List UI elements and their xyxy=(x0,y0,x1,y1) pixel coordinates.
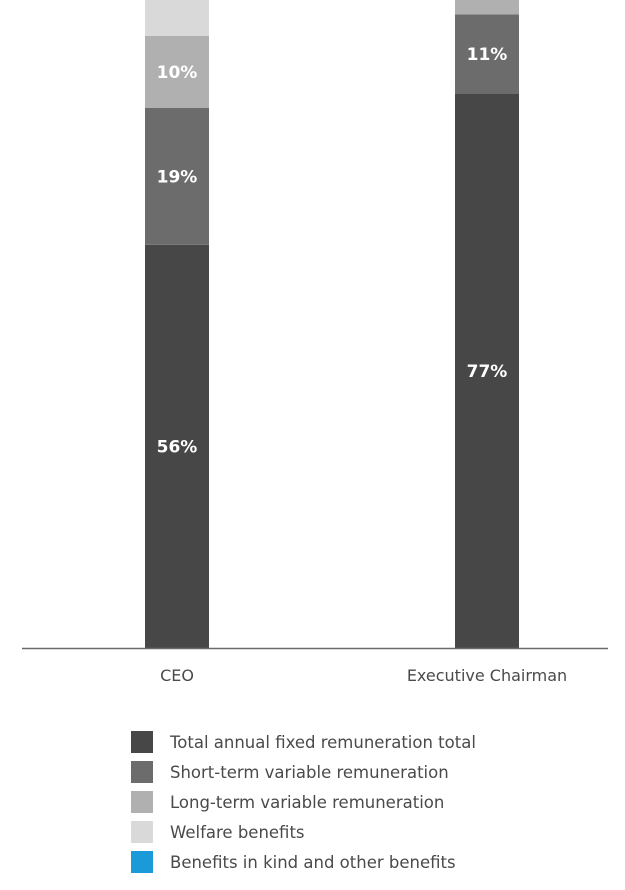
bar-segment-ceo-total-annual-fixed-remuneration-total xyxy=(145,244,209,649)
data-label-ceo-total-annual-fixed-remuneration-total: 56% xyxy=(157,437,198,457)
legend-label-short-term-variable-remuneration: Short-term variable remuneration xyxy=(170,763,449,782)
bar-segment-executive-chairman-total-annual-fixed-remuneration-total xyxy=(455,93,519,649)
legend-swatch-short-term-variable-remuneration xyxy=(131,761,153,783)
category-labels-group: CEO Executive Chairman xyxy=(160,666,567,685)
legend-label-total-annual-fixed-remuneration-total: Total annual fixed remuneration total xyxy=(169,733,476,752)
segment-labels-group: 56%19%10%13%2%77%11%6%6% xyxy=(157,0,508,457)
data-label-executive-chairman-short-term-variable-remuneration: 11% xyxy=(467,45,508,65)
bar-segment-ceo-short-term-variable-remuneration xyxy=(145,108,209,245)
bar-segment-ceo-long-term-variable-remuneration xyxy=(145,36,209,108)
legend-label-long-term-variable-remuneration: Long-term variable remuneration xyxy=(170,793,444,812)
legend-swatch-welfare-benefits xyxy=(131,821,153,843)
bar-segment-executive-chairman-long-term-variable-remuneration xyxy=(455,0,519,15)
category-label-executive-chairman: Executive Chairman xyxy=(407,666,567,685)
legend: Total annual fixed remuneration total Sho… xyxy=(131,731,476,873)
bars-group xyxy=(145,0,519,649)
data-label-ceo-long-term-variable-remuneration: 10% xyxy=(157,63,198,83)
data-label-executive-chairman-long-term-variable-remuneration: 6% xyxy=(473,0,502,4)
data-label-ceo-short-term-variable-remuneration: 19% xyxy=(157,167,198,187)
data-label-executive-chairman-total-annual-fixed-remuneration-total: 77% xyxy=(467,362,508,382)
legend-swatch-benefits-in-kind-and-other-benefits xyxy=(131,851,153,873)
legend-swatch-total-annual-fixed-remuneration-total xyxy=(131,731,153,753)
bar-segment-executive-chairman-short-term-variable-remuneration xyxy=(455,14,519,94)
bar-segment-ceo-welfare-benefits xyxy=(145,0,209,36)
legend-swatch-long-term-variable-remuneration xyxy=(131,791,153,813)
legend-label-welfare-benefits: Welfare benefits xyxy=(170,823,305,842)
category-label-ceo: CEO xyxy=(160,666,194,685)
legend-label-benefits-in-kind-and-other-benefits: Benefits in kind and other benefits xyxy=(170,853,456,872)
